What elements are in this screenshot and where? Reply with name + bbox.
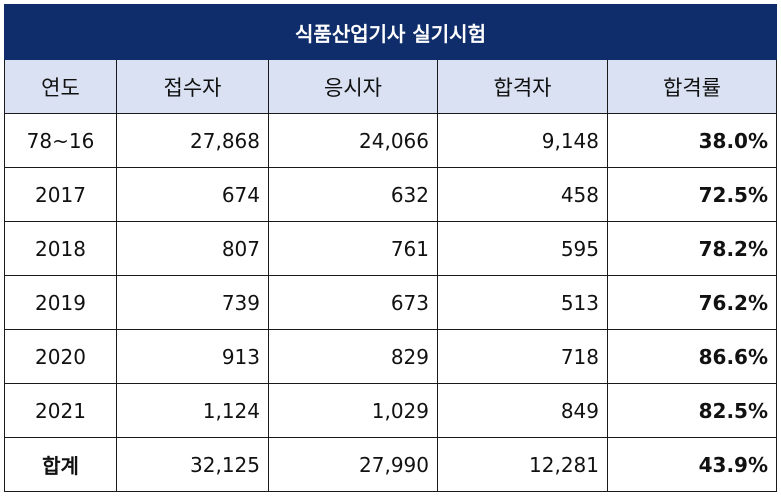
column-header-year: 연도 xyxy=(4,59,117,114)
total-row: 합계 32,125 27,990 12,281 43.9% xyxy=(4,437,777,492)
table-row: 2021 1,124 1,029 849 82.5% xyxy=(4,383,777,438)
examinees-cell: 673 xyxy=(268,275,438,330)
passers-cell: 458 xyxy=(437,167,608,222)
applicants-cell: 807 xyxy=(116,221,269,276)
table-row: 2020 913 829 718 86.6% xyxy=(4,329,777,384)
header-row: 연도 접수자 응시자 합격자 합격률 xyxy=(4,59,777,114)
year-cell: 2019 xyxy=(4,275,117,330)
pass-rate-cell: 86.6% xyxy=(607,329,777,384)
year-cell: 2017 xyxy=(4,167,117,222)
pass-rate-cell: 78.2% xyxy=(607,221,777,276)
passers-cell: 849 xyxy=(437,383,608,438)
pass-rate-cell: 76.2% xyxy=(607,275,777,330)
total-label-cell: 합계 xyxy=(4,437,117,492)
exam-statistics-table: 식품산업기사 실기시험 연도 접수자 응시자 합격자 합격률 78~16 27,… xyxy=(4,4,777,492)
column-header-passers: 합격자 xyxy=(437,59,608,114)
title-row: 식품산업기사 실기시험 xyxy=(4,4,777,60)
table-row: 2019 739 673 513 76.2% xyxy=(4,275,777,330)
table-row: 2018 807 761 595 78.2% xyxy=(4,221,777,276)
table-title: 식품산업기사 실기시험 xyxy=(4,4,777,60)
examinees-cell: 632 xyxy=(268,167,438,222)
applicants-cell: 913 xyxy=(116,329,269,384)
total-pass-rate-cell: 43.9% xyxy=(607,437,777,492)
column-header-pass-rate: 합격률 xyxy=(607,59,777,114)
total-applicants-cell: 32,125 xyxy=(116,437,269,492)
examinees-cell: 829 xyxy=(268,329,438,384)
passers-cell: 513 xyxy=(437,275,608,330)
year-cell: 2020 xyxy=(4,329,117,384)
applicants-cell: 674 xyxy=(116,167,269,222)
column-header-applicants: 접수자 xyxy=(116,59,269,114)
table-row: 2017 674 632 458 72.5% xyxy=(4,167,777,222)
column-header-examinees: 응시자 xyxy=(268,59,438,114)
examinees-cell: 1,029 xyxy=(268,383,438,438)
pass-rate-cell: 72.5% xyxy=(607,167,777,222)
applicants-cell: 27,868 xyxy=(116,113,269,168)
passers-cell: 595 xyxy=(437,221,608,276)
examinees-cell: 24,066 xyxy=(268,113,438,168)
total-passers-cell: 12,281 xyxy=(437,437,608,492)
table-row: 78~16 27,868 24,066 9,148 38.0% xyxy=(4,113,777,168)
pass-rate-cell: 38.0% xyxy=(607,113,777,168)
year-cell: 2021 xyxy=(4,383,117,438)
applicants-cell: 739 xyxy=(116,275,269,330)
pass-rate-cell: 82.5% xyxy=(607,383,777,438)
applicants-cell: 1,124 xyxy=(116,383,269,438)
examinees-cell: 761 xyxy=(268,221,438,276)
year-cell: 2018 xyxy=(4,221,117,276)
table-container: 식품산업기사 실기시험 연도 접수자 응시자 합격자 합격률 78~16 27,… xyxy=(4,4,777,492)
total-examinees-cell: 27,990 xyxy=(268,437,438,492)
passers-cell: 718 xyxy=(437,329,608,384)
passers-cell: 9,148 xyxy=(437,113,608,168)
year-cell: 78~16 xyxy=(4,113,117,168)
